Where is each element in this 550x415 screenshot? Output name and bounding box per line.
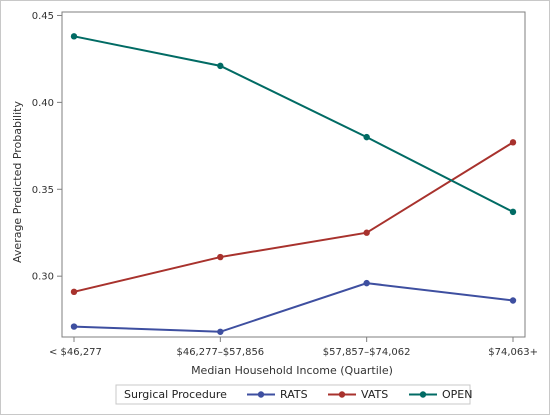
x-tick-label: $57,857–$74,062: [323, 347, 411, 358]
y-tick-label: 0.35: [32, 185, 54, 196]
data-point-rats: [363, 279, 370, 287]
y-axis-label: Average Predicted Probability: [11, 101, 24, 263]
plot-area-border: [61, 11, 526, 338]
data-point-open: [70, 33, 78, 40]
data-point-open: [509, 208, 517, 216]
x-tick-label: $74,063+: [488, 347, 538, 358]
data-point-open: [217, 62, 224, 70]
x-axis-label: Median Household Income (Quartile): [191, 364, 393, 377]
legend-label-rats: RATS: [280, 388, 308, 401]
axes: [61, 11, 526, 338]
series-line-open: [73, 35, 514, 213]
data-point-rats: [509, 297, 517, 304]
legend-label-open: OPEN: [442, 388, 472, 401]
legend-item-rats: RATS: [247, 388, 308, 401]
data-point-vats: [70, 288, 78, 296]
legend-box: [115, 384, 471, 405]
legend-swatch-marker: [419, 391, 427, 398]
series-rats: [70, 279, 517, 335]
data-point-open: [363, 133, 370, 141]
series-vats: [70, 139, 517, 296]
legend-item-open: OPEN: [409, 388, 472, 401]
series-open: [70, 33, 517, 216]
x-axis-ticks: < $46,277 $46,277–$57,856 $57,857–$74,062 $…: [49, 337, 538, 358]
x-tick-label: < $46,277: [49, 347, 102, 358]
legend-items: RATS VATS OPEN: [247, 388, 472, 401]
legend-swatch-marker: [257, 391, 265, 398]
data-point-rats: [70, 323, 78, 330]
y-axis-ticks: 0.30 0.35 0.40 0.45: [32, 11, 62, 283]
legend: Surgical Procedure RATS VATS OPEN: [115, 384, 472, 405]
data-point-vats: [509, 139, 517, 146]
series-lines: [70, 33, 517, 335]
data-point-rats: [217, 328, 224, 335]
data-point-vats: [217, 253, 224, 261]
series-line-rats: [73, 282, 514, 333]
legend-item-vats: VATS: [328, 388, 388, 401]
legend-swatch-marker: [338, 391, 346, 398]
y-tick-label: 0.40: [32, 98, 54, 109]
x-tick-label: $46,277–$57,856: [176, 347, 264, 358]
y-tick-label: 0.30: [32, 272, 54, 283]
data-point-vats: [363, 229, 370, 236]
legend-label-vats: VATS: [361, 388, 388, 401]
legend-title: Surgical Procedure: [124, 388, 227, 401]
y-tick-label: 0.45: [32, 11, 54, 22]
series-line-vats: [73, 141, 514, 293]
